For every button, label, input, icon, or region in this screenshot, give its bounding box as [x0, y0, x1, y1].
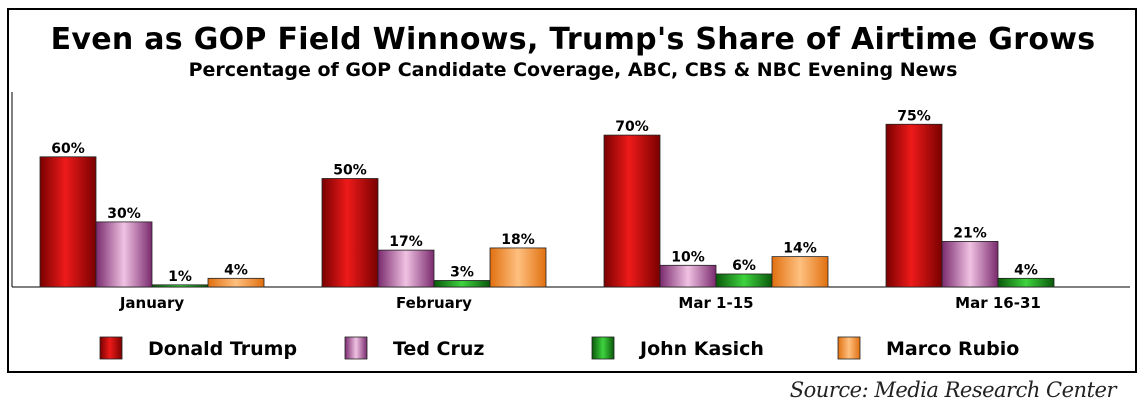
bar-john-kasich-2	[715, 273, 773, 288]
bar-marco-rubio-2	[771, 256, 829, 288]
legend-swatch-donald-trump	[99, 336, 123, 360]
bar-donald-trump-0	[39, 156, 97, 288]
legend-label: John Kasich	[638, 338, 764, 360]
data-label: 50%	[333, 163, 367, 179]
chart-frame	[7, 8, 1137, 373]
data-label: 70%	[615, 119, 649, 135]
bar-john-kasich-3	[997, 277, 1055, 288]
bar-marco-rubio-0	[207, 277, 265, 288]
data-label: 30%	[107, 206, 141, 222]
bars-group: 60% 30% 1% 4% 50% 17% 3% 18% 70% 10% 6% 14% 75% 21% 4%	[39, 108, 1055, 288]
legend: Donald Trump Ted Cruz John Kasich Marco Rub…	[99, 336, 1019, 360]
data-label: 4%	[224, 262, 248, 278]
data-label: 60%	[51, 141, 85, 157]
chart-subtitle: Percentage of GOP Candidate Coverage, AB…	[188, 59, 958, 81]
bar-ted-cruz-1	[377, 249, 435, 288]
bar-ted-cruz-2	[659, 264, 717, 288]
bar-john-kasich-1	[433, 280, 491, 288]
data-label: 3%	[450, 264, 474, 280]
data-label: 75%	[897, 108, 931, 124]
data-label: 1%	[168, 269, 192, 285]
data-label: 17%	[389, 234, 423, 250]
legend-swatch-ted-cruz	[344, 336, 368, 360]
bar-donald-trump-1	[321, 178, 379, 288]
x-tick-label: Mar 1-15	[678, 294, 753, 312]
source-note: Source: Media Research Center	[789, 378, 1117, 402]
data-label: 10%	[671, 249, 705, 265]
data-label: 18%	[501, 232, 535, 248]
bar-ted-cruz-0	[95, 221, 153, 288]
x-tick-label: Mar 16-31	[955, 294, 1041, 312]
bar-john-kasich-0	[151, 284, 209, 288]
bar-ted-cruz-3	[941, 241, 999, 288]
legend-label: Marco Rubio	[886, 338, 1019, 360]
x-tick-label: January	[119, 294, 185, 312]
bar-donald-trump-2	[603, 134, 661, 288]
chart-title: Even as GOP Field Winnows, Trump's Share…	[50, 22, 1096, 57]
legend-swatch-marco-rubio	[837, 336, 861, 360]
data-label: 21%	[953, 225, 987, 241]
data-label: 14%	[783, 241, 817, 257]
bar-donald-trump-3	[885, 123, 943, 288]
data-label: 4%	[1014, 262, 1038, 278]
data-label: 6%	[732, 258, 756, 274]
x-tick-labels: January February Mar 1-15 Mar 16-31	[119, 294, 1041, 312]
legend-label: Donald Trump	[148, 338, 297, 360]
bar-marco-rubio-1	[489, 247, 547, 288]
legend-swatch-john-kasich	[591, 336, 615, 360]
x-tick-label: February	[396, 294, 472, 312]
legend-label: Ted Cruz	[393, 338, 484, 360]
